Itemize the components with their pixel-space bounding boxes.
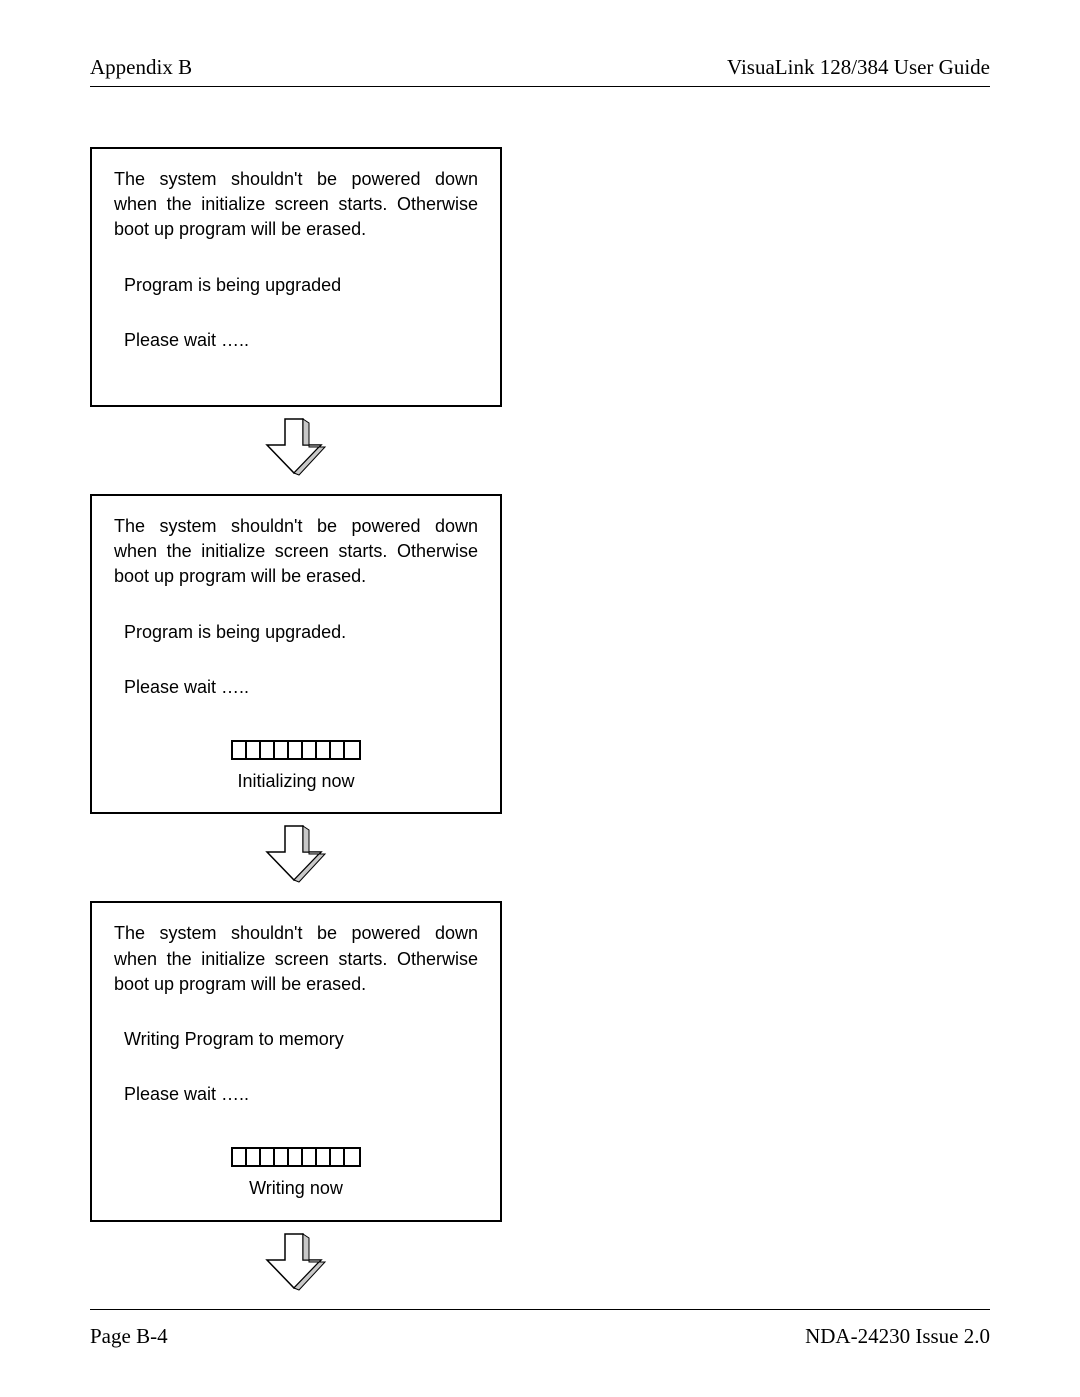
arrow-container [90, 814, 502, 901]
status-line-1: Program is being upgraded. [114, 620, 478, 645]
down-arrow-icon [259, 417, 333, 477]
warning-text: The system shouldn't be powered down whe… [114, 514, 478, 590]
page-header: Appendix B VisuaLink 128/384 User Guide [90, 55, 990, 87]
page-footer: Page B-4 NDA-24230 Issue 2.0 [90, 1309, 990, 1349]
progress-label: Initializing now [114, 769, 478, 794]
progress-bar: Writing now [114, 1147, 478, 1201]
status-line-2: Please wait ….. [114, 1082, 478, 1107]
status-line-2: Please wait ….. [114, 328, 478, 353]
header-right: VisuaLink 128/384 User Guide [727, 55, 990, 80]
warning-text: The system shouldn't be powered down whe… [114, 921, 478, 997]
status-line-2: Please wait ….. [114, 675, 478, 700]
warning-text: The system shouldn't be powered down whe… [114, 167, 478, 243]
down-arrow-icon [259, 1232, 333, 1292]
status-line-1: Program is being upgraded [114, 273, 478, 298]
footer-right: NDA-24230 Issue 2.0 [805, 1324, 990, 1349]
screen-box: The system shouldn't be powered down whe… [90, 901, 502, 1221]
footer-left: Page B-4 [90, 1324, 168, 1349]
arrow-container [90, 1222, 502, 1309]
screen-box: The system shouldn't be powered down whe… [90, 494, 502, 814]
content-area: The system shouldn't be powered down whe… [90, 87, 990, 1309]
header-left: Appendix B [90, 55, 192, 80]
arrow-container [90, 407, 502, 494]
progress-bar: Initializing now [114, 740, 478, 794]
screen-box: The system shouldn't be powered down whe… [90, 147, 502, 407]
progress-label: Writing now [114, 1176, 478, 1201]
down-arrow-icon [259, 824, 333, 884]
status-line-1: Writing Program to memory [114, 1027, 478, 1052]
